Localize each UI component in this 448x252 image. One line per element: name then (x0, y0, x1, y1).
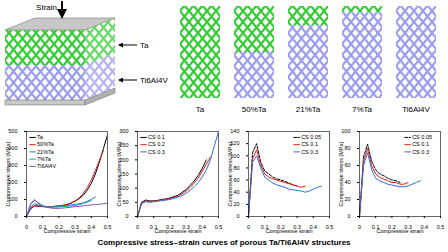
svg-text:0.4: 0.4 (309, 224, 318, 231)
svg-text:CS 0.1: CS 0.1 (148, 134, 165, 140)
svg-text:0.4: 0.4 (198, 224, 207, 231)
svg-text:300: 300 (8, 162, 18, 169)
svg-text:Compressive strain: Compressive strain (265, 228, 312, 234)
svg-text:Strain: Strain (36, 3, 57, 12)
svg-text:0: 0 (358, 224, 361, 230)
svg-text:0.4: 0.4 (420, 224, 429, 231)
svg-text:80: 80 (344, 145, 350, 151)
svg-text:250: 250 (119, 142, 129, 149)
svg-text:CS 0.3: CS 0.3 (148, 149, 165, 155)
svg-text:100: 100 (230, 152, 240, 159)
svg-text:200: 200 (8, 179, 18, 186)
svg-text:Compressive stress (MPa): Compressive stress (MPa) (116, 141, 122, 206)
svg-text:50: 50 (122, 199, 128, 205)
svg-text:CS 0.3: CS 0.3 (301, 149, 318, 155)
svg-text:200: 200 (119, 156, 129, 163)
svg-text:Ta: Ta (196, 105, 205, 114)
svg-text:Compressive strain: Compressive strain (43, 228, 90, 234)
svg-text:0: 0 (14, 213, 17, 219)
svg-text:150: 150 (119, 170, 129, 177)
svg-text:7%Ta: 7%Ta (352, 105, 373, 114)
svg-text:CS 0.2: CS 0.2 (148, 141, 165, 147)
svg-text:7%Ta: 7%Ta (37, 156, 52, 162)
svg-text:0: 0 (125, 213, 128, 219)
svg-text:0: 0 (236, 213, 239, 219)
svg-text:60: 60 (233, 177, 239, 183)
svg-text:21%Ta: 21%Ta (296, 105, 321, 114)
svg-text:CS 0.1: CS 0.1 (301, 141, 318, 147)
svg-text:0.5: 0.5 (215, 224, 223, 230)
svg-text:20: 20 (344, 196, 350, 202)
svg-text:CS 0.05: CS 0.05 (301, 134, 321, 140)
svg-text:Compressive stress (MPa): Compressive stress (MPa) (227, 141, 233, 206)
svg-text:40: 40 (233, 189, 239, 195)
svg-text:Ti6Al4V: Ti6Al4V (140, 76, 168, 85)
svg-text:40: 40 (344, 179, 350, 185)
svg-text:Ta: Ta (140, 41, 149, 50)
svg-text:CS 0.1: CS 0.1 (412, 141, 429, 147)
svg-text:0: 0 (25, 224, 28, 230)
svg-text:21%Ta: 21%Ta (37, 149, 55, 155)
svg-text:300: 300 (119, 128, 128, 134)
svg-text:100: 100 (341, 128, 350, 134)
svg-text:50%Ta: 50%Ta (242, 105, 267, 114)
svg-text:0.4: 0.4 (87, 224, 96, 231)
svg-text:Compressive strain: Compressive strain (376, 228, 423, 234)
svg-text:50%Ta: 50%Ta (37, 141, 55, 147)
svg-text:0: 0 (136, 224, 139, 230)
svg-text:500: 500 (8, 128, 17, 134)
svg-text:Ti6Al4V: Ti6Al4V (37, 163, 56, 169)
svg-text:Compressive stress (MPa): Compressive stress (MPa) (5, 141, 11, 206)
html-text:Compressive stress–strain curv: Compressive stress–strain curves of poro… (97, 238, 351, 247)
svg-text:60: 60 (344, 162, 350, 168)
svg-text:0.5: 0.5 (104, 224, 112, 230)
svg-text:100: 100 (8, 196, 18, 203)
svg-text:20: 20 (233, 201, 239, 207)
svg-text:80: 80 (233, 165, 239, 171)
svg-text:120: 120 (230, 140, 240, 147)
svg-text:Ti6Al4V: Ti6Al4V (402, 105, 430, 114)
svg-text:CS 0.05: CS 0.05 (412, 134, 432, 140)
svg-text:Compressive stress (MPa): Compressive stress (MPa) (338, 141, 344, 206)
svg-text:400: 400 (8, 145, 18, 152)
svg-text:0.5: 0.5 (326, 224, 334, 230)
svg-text:Ta: Ta (37, 134, 44, 140)
svg-text:0.5: 0.5 (437, 224, 445, 230)
svg-text:Compressive strain: Compressive strain (154, 228, 201, 234)
svg-text:140: 140 (230, 128, 239, 134)
svg-text:100: 100 (119, 184, 129, 191)
svg-text:0: 0 (347, 213, 350, 219)
svg-text:CS 0.3: CS 0.3 (412, 149, 429, 155)
svg-text:0: 0 (247, 224, 250, 230)
